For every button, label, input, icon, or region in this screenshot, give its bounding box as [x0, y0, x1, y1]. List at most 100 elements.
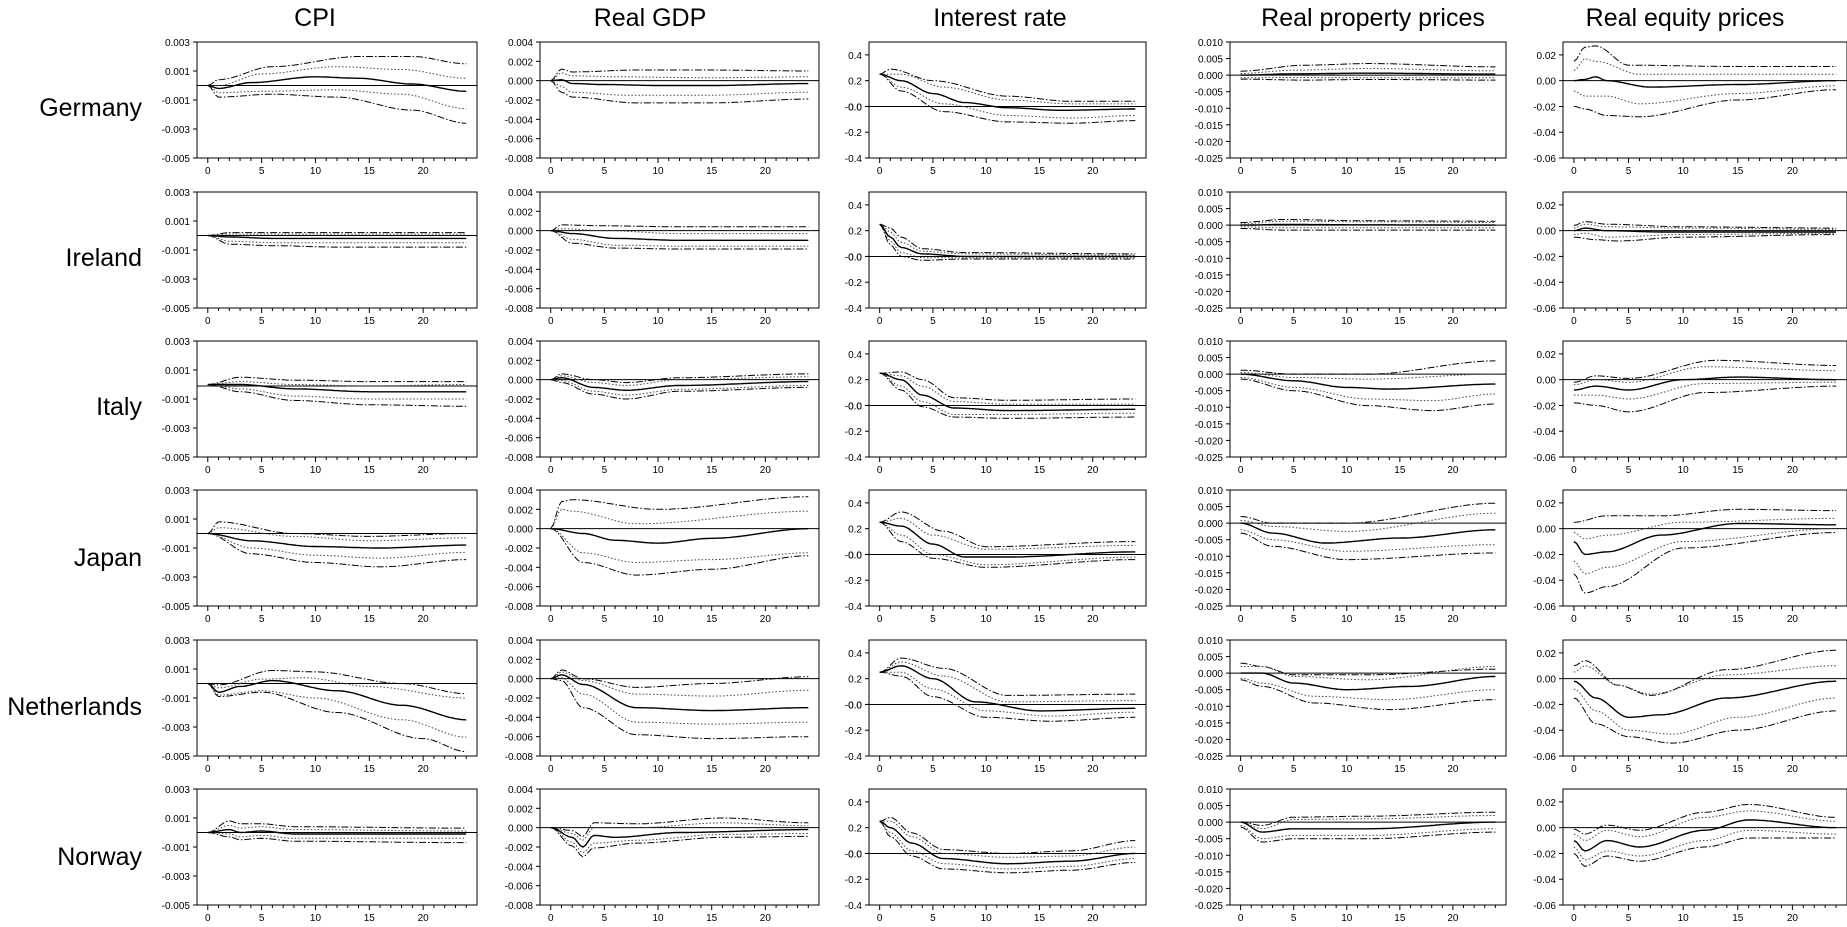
y-tick-label: 0.000 [508, 525, 533, 536]
inner-band-lower [1240, 377, 1496, 402]
x-tick-label: 20 [1787, 465, 1799, 476]
x-tick-label: 0 [1571, 614, 1577, 625]
column-title: Real equity prices [1586, 4, 1785, 32]
median-response-line [879, 665, 1136, 712]
x-tick-label: 20 [418, 764, 430, 775]
median-response-line [550, 827, 809, 848]
x-tick-label: 5 [1291, 465, 1297, 476]
y-tick-label: -0.002 [505, 395, 534, 406]
y-tick-label: 0.000 [1198, 669, 1223, 680]
panel-real-property-prices-ireland: 0.010 0.005 0.000 -0.005 -0.010 -0.015 -0.020 -… [1195, 188, 1507, 327]
outer-band-lower [207, 533, 467, 568]
x-tick-label: 15 [1732, 764, 1744, 775]
y-tick-label: -0.006 [505, 733, 534, 744]
x-tick-label: 20 [1787, 913, 1799, 924]
outer-band-lower [207, 235, 467, 248]
inner-band-upper [1240, 220, 1496, 225]
y-tick-label: -0.005 [1195, 88, 1224, 99]
y-tick-label: 0.02 [1537, 649, 1557, 660]
x-tick-label: 5 [1626, 465, 1632, 476]
outer-band-lower [879, 73, 1136, 124]
y-tick-label: -0.006 [505, 135, 534, 146]
x-tick-label: 5 [1291, 764, 1297, 775]
row-label: Norway [57, 843, 142, 871]
inner-band-lower [550, 528, 809, 563]
x-tick-label: 10 [652, 913, 664, 924]
panel-interest-rate-germany: 0.4 0.2 0.0-0.0 -0.2 -0.4 0 5 10 15 20 [845, 41, 1147, 177]
median-response-line [1240, 223, 1496, 226]
y-tick-label: 0.005 [1198, 802, 1223, 813]
x-tick-label: 5 [259, 614, 265, 625]
panel-real-gdp-norway: 0.004 0.002 0.000 -0.002 -0.004 -0.006 -0.008 0… [505, 785, 820, 924]
inner-band-lower [1573, 381, 1837, 400]
inner-band-upper [550, 72, 809, 82]
y-tick-label: 0.002 [508, 57, 533, 68]
x-tick-label: 10 [310, 166, 322, 177]
panel-real-property-prices-germany: 0.010 0.005 0.000 -0.005 -0.010 -0.015 -0.020 -… [1195, 38, 1507, 177]
inner-band-upper [550, 508, 809, 530]
y-tick-label: -0.2 [845, 128, 863, 139]
y-tick-label: 0.010 [1198, 785, 1223, 796]
panel-real-equity-prices-ireland: 0.02 0.00 -0.02 -0.04 -0.06 0 5 10 15 20 [1533, 191, 1847, 327]
y-tick-label: 0.02 [1537, 201, 1557, 212]
inner-band-upper [1240, 68, 1496, 74]
outer-band-upper [207, 376, 467, 385]
panel-frame [1229, 489, 1507, 607]
x-tick-label: 15 [364, 614, 376, 625]
x-tick-label: 10 [981, 166, 993, 177]
row-label: Germany [39, 94, 142, 122]
y-tick-label: -0.06 [1533, 453, 1556, 464]
inner-band-lower [1573, 528, 1837, 575]
x-tick-label: 15 [364, 465, 376, 476]
x-tick-label: 15 [706, 614, 718, 625]
outer-band-upper [1240, 502, 1496, 524]
y-tick-label: -0.04 [1533, 128, 1556, 139]
outer-band-upper [207, 232, 467, 236]
outer-band-lower [1240, 826, 1496, 843]
panel-real-equity-prices-norway: 0.02 0.00 -0.02 -0.04 -0.06 0 5 10 15 20 [1533, 788, 1847, 924]
x-tick-label: 20 [760, 614, 772, 625]
x-tick-label: 0 [548, 166, 554, 177]
y-tick-label: -0.001 [162, 544, 191, 555]
inner-band-upper [1573, 366, 1837, 386]
y-tick-label: -0.02 [1533, 700, 1556, 711]
outer-band-upper [207, 521, 467, 537]
y-tick-label: 0.0 [848, 252, 862, 263]
outer-band-lower [1240, 679, 1496, 711]
x-tick-label: 10 [652, 764, 664, 775]
inner-band-upper [207, 381, 467, 387]
y-tick-label: -0.02 [1533, 102, 1556, 113]
outer-band-upper [1573, 359, 1837, 383]
outer-band-upper [1240, 219, 1496, 223]
x-tick-label: 5 [1626, 913, 1632, 924]
inner-band-upper [1573, 665, 1837, 695]
x-tick-label: 20 [1787, 614, 1799, 625]
y-tick-label: 0.000 [508, 376, 533, 387]
x-tick-label: 5 [930, 913, 936, 924]
panel-interest-rate-ireland: 0.4 0.2 0.0-0.0 -0.2 -0.4 0 5 10 15 20 [845, 191, 1147, 327]
x-tick-label: 0 [1571, 166, 1577, 177]
x-tick-label: 20 [1447, 316, 1459, 327]
inner-band-upper [550, 671, 809, 697]
y-tick-label: 0.002 [508, 804, 533, 815]
inner-band-upper [207, 233, 467, 236]
x-tick-label: 10 [310, 614, 322, 625]
inner-band-upper [207, 66, 467, 86]
y-tick-label: 0.000 [508, 675, 533, 686]
y-tick-label: 0.010 [1198, 486, 1223, 497]
outer-band-lower [1240, 532, 1496, 561]
y-tick-label: -0.005 [1195, 387, 1224, 398]
y-tick-label: -0.001 [162, 395, 191, 406]
inner-band-lower [550, 230, 809, 247]
y-tick-label: -0.010 [1195, 851, 1224, 862]
inner-band-lower [550, 379, 809, 396]
outer-band-lower [879, 671, 1136, 722]
inner-band-upper [550, 228, 809, 235]
y-tick-label: 0.00 [1537, 824, 1557, 835]
x-tick-label: 0 [877, 166, 883, 177]
y-tick-label: 0.2 [848, 376, 862, 387]
x-tick-label: 5 [1291, 316, 1297, 327]
x-tick-label: 0 [1571, 913, 1577, 924]
row-label: Netherlands [7, 693, 142, 721]
